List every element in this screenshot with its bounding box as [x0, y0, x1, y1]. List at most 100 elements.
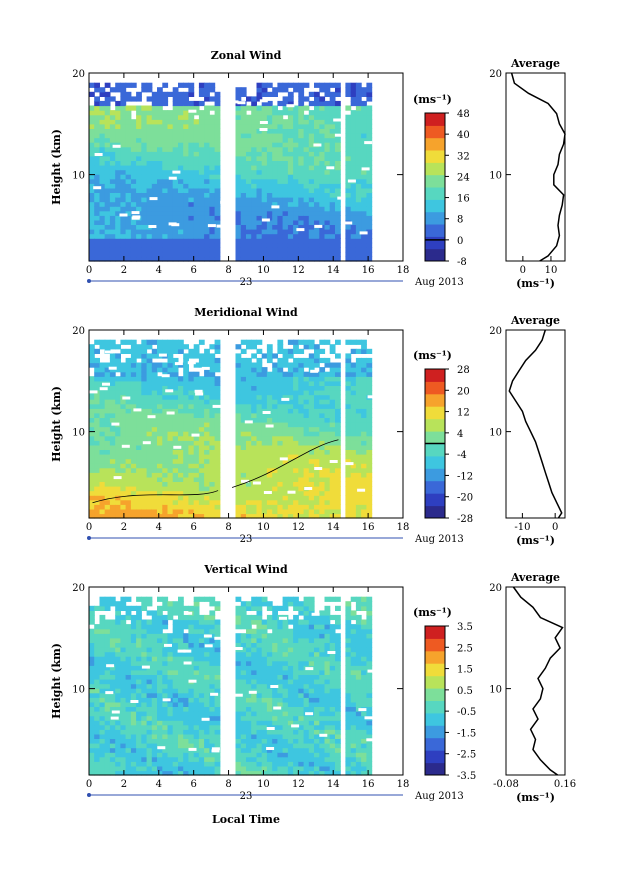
- x-tick-label: 4: [156, 779, 162, 790]
- x-tick-label: 8: [225, 522, 231, 533]
- colorbar-cell: [425, 230, 445, 237]
- y-tick-label: 10: [72, 171, 85, 182]
- colorbar-cell: [425, 638, 445, 646]
- x-tick-label: 14: [327, 265, 340, 276]
- colorbar-cell: [425, 474, 445, 482]
- x-tick-label: 0: [86, 779, 92, 790]
- plot-frame: [88, 72, 404, 262]
- colorbar-unit: (ms⁻¹): [413, 93, 452, 106]
- y-axis-label: Height (km): [50, 129, 63, 205]
- profile-y-tick-label: 10: [489, 685, 502, 696]
- colorbar-cell: [425, 768, 445, 776]
- colorbar-cell: [425, 455, 445, 463]
- colorbar-cell: [425, 650, 445, 658]
- x-tick-label: 14: [327, 779, 340, 790]
- colorbar-tick-label: -12: [457, 471, 473, 482]
- colorbar-tick-label: -2.5: [457, 750, 476, 761]
- plot-frame: [88, 329, 404, 519]
- colorbar-cell: [425, 644, 445, 652]
- x-tick-label: 2: [121, 779, 127, 790]
- profile-y-tick-label: 10: [489, 171, 502, 182]
- profile-frame: [505, 586, 566, 776]
- x-tick-label: 16: [362, 522, 375, 533]
- colorbar-cell: [425, 719, 445, 726]
- colorbar-tick-label: 2.5: [457, 643, 473, 654]
- colorbar-cell: [425, 143, 445, 151]
- colorbar-cell: [425, 137, 445, 145]
- x-tick-label: 14: [327, 522, 340, 533]
- day-label: 23: [240, 791, 253, 802]
- profile-y-tick-label: 20: [489, 69, 502, 80]
- colorbar-cell: [425, 211, 445, 219]
- x-tick-label: 6: [190, 779, 196, 790]
- date-label: Aug 2013: [414, 534, 464, 545]
- profile-unit: (ms⁻¹): [516, 791, 555, 804]
- profile-y-tick-label: 20: [489, 583, 502, 594]
- date-label: Aug 2013: [414, 791, 464, 802]
- colorbar-cell: [425, 406, 445, 413]
- colorbar-cell: [425, 400, 445, 407]
- x-tick-label: 4: [156, 265, 162, 276]
- panel-2: Vertical Wind 0 2 4 6 8 10 12 14 16 18 10 20 Height (…: [50, 563, 576, 804]
- date-bar-marker: [87, 536, 91, 540]
- profile-y-tick-label: 20: [489, 326, 502, 337]
- colorbar-cell: [425, 511, 445, 519]
- colorbar-cell: [425, 443, 445, 451]
- x-tick-label: 16: [362, 779, 375, 790]
- panel-title: Meridional Wind: [194, 306, 298, 319]
- colorbar-unit: (ms⁻¹): [413, 606, 452, 619]
- colorbar-cell: [425, 242, 445, 250]
- colorbar-cell: [425, 744, 445, 751]
- profile-x-tick-label: 0.16: [554, 779, 576, 790]
- colorbar-cell: [425, 700, 445, 708]
- date-bar-marker: [87, 793, 91, 797]
- profile-title: Average: [510, 314, 560, 327]
- colorbar-cell: [425, 125, 445, 132]
- profile-x-tick-label: -0.08: [493, 779, 519, 790]
- colorbar-cell: [425, 387, 445, 395]
- colorbar-cell: [425, 657, 445, 664]
- colorbar-cell: [425, 162, 445, 169]
- colorbar-tick-label: 40: [457, 130, 470, 141]
- colorbar-tick-label: 8: [457, 215, 463, 226]
- colorbar: [425, 369, 445, 519]
- heatmap: [89, 82, 373, 262]
- y-tick-label: 20: [72, 69, 85, 80]
- plot-frame: [88, 586, 404, 776]
- colorbar-cell: [425, 756, 445, 764]
- colorbar-cell: [425, 187, 445, 194]
- colorbar-cell: [425, 762, 445, 770]
- colorbar-cell: [425, 168, 445, 176]
- panel-title: Vertical Wind: [203, 563, 288, 576]
- colorbar-cell: [425, 217, 445, 225]
- colorbar-cell: [425, 180, 445, 188]
- y-axis-label: Height (km): [50, 386, 63, 462]
- colorbar-cell: [425, 663, 445, 670]
- colorbar-cell: [425, 493, 445, 500]
- x-tick-label: 10: [257, 522, 270, 533]
- x-tick-label: 6: [190, 522, 196, 533]
- colorbar-unit: (ms⁻¹): [413, 349, 452, 362]
- colorbar-cell: [425, 156, 445, 163]
- colorbar-cell: [425, 737, 445, 745]
- x-tick-label: 12: [292, 779, 305, 790]
- y-tick-label: 20: [72, 326, 85, 337]
- colorbar-tick-label: 48: [457, 109, 470, 120]
- colorbar-cell: [425, 424, 445, 432]
- x-tick-label: 8: [225, 265, 231, 276]
- colorbar: [425, 626, 445, 776]
- colorbar-tick-label: 12: [457, 408, 470, 419]
- profile-line: [508, 329, 563, 519]
- x-tick-label: 2: [121, 265, 127, 276]
- colorbar-tick-label: -28: [457, 514, 473, 525]
- x-tick-label: 8: [225, 779, 231, 790]
- colorbar-cell: [425, 750, 445, 757]
- profile-x-tick-label: 10: [545, 265, 558, 276]
- colorbar-cell: [425, 199, 445, 206]
- x-tick-label: 18: [397, 265, 410, 276]
- profile-frame: [505, 329, 566, 519]
- profile-unit: (ms⁻¹): [516, 534, 555, 547]
- colorbar-cell: [425, 694, 445, 701]
- profile-x-tick-label: 0: [520, 265, 526, 276]
- colorbar-cell: [425, 113, 445, 120]
